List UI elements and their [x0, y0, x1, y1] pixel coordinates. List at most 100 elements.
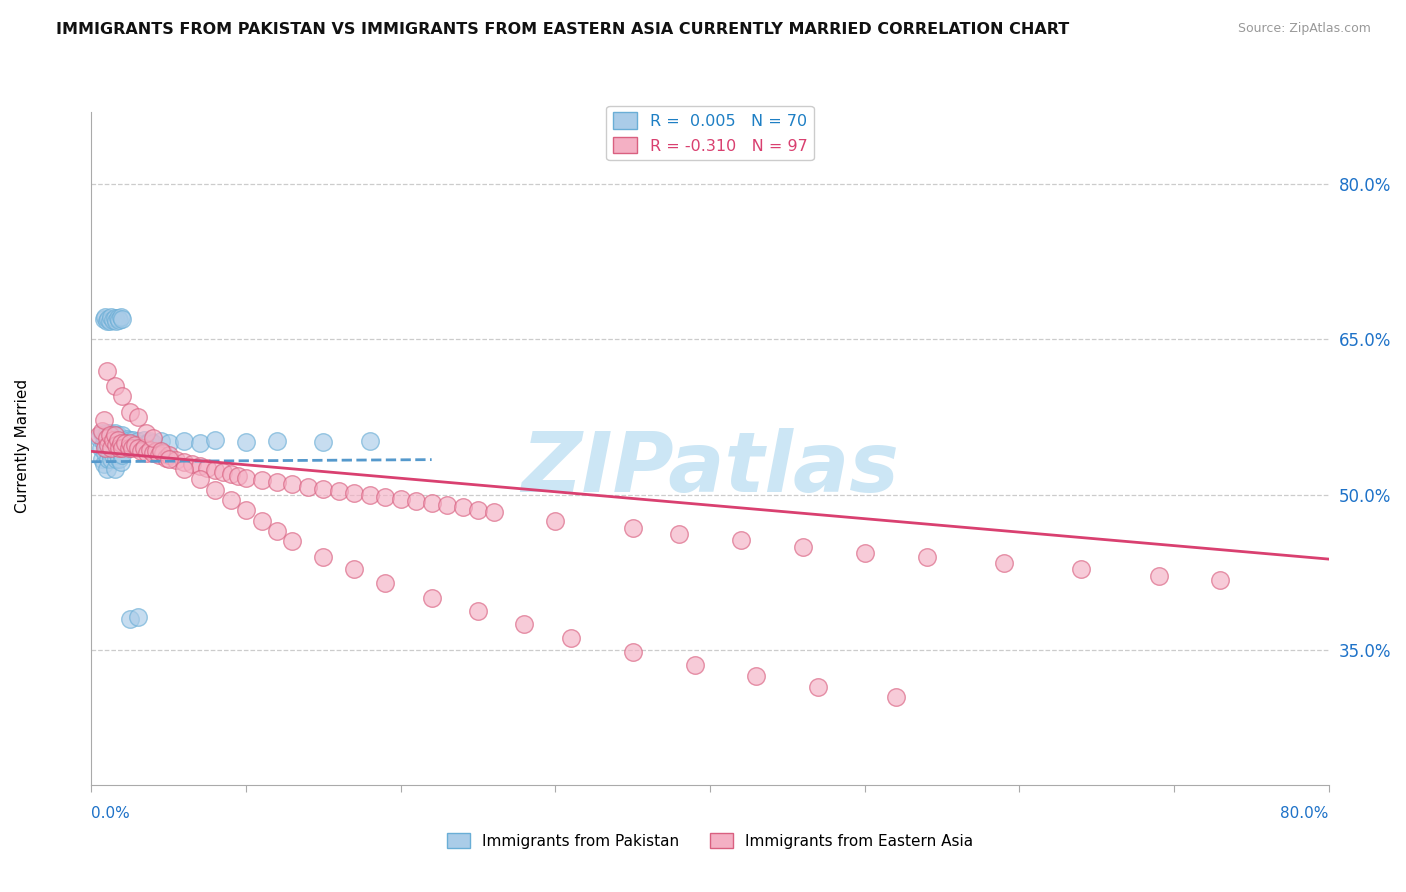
Point: [219, 467, 242, 482]
Point: [266, 434, 288, 448]
Point: [91, 425, 114, 440]
Point: [121, 437, 143, 451]
Point: [104, 379, 127, 393]
Point: [110, 434, 132, 448]
Point: [96, 425, 118, 440]
Point: [1070, 562, 1092, 576]
Point: [132, 441, 155, 455]
Point: [136, 436, 159, 450]
Point: [93, 413, 115, 427]
Point: [142, 446, 165, 460]
Point: [110, 455, 132, 469]
Point: [343, 562, 366, 576]
Point: [235, 435, 257, 450]
Point: [204, 483, 226, 497]
Text: 80.0%: 80.0%: [1281, 806, 1329, 821]
Point: [91, 424, 114, 438]
Point: [98, 314, 121, 328]
Point: [108, 441, 131, 455]
Point: [993, 556, 1015, 570]
Point: [97, 311, 120, 326]
Point: [235, 503, 257, 517]
Point: [87, 431, 111, 445]
Point: [745, 669, 768, 683]
Point: [100, 431, 122, 445]
Point: [105, 438, 128, 452]
Point: [420, 591, 443, 606]
Point: [297, 479, 319, 493]
Point: [112, 434, 135, 448]
Point: [1209, 573, 1232, 587]
Text: Currently Married: Currently Married: [15, 379, 30, 513]
Point: [87, 427, 111, 442]
Point: [114, 436, 136, 450]
Point: [96, 314, 118, 328]
Point: [374, 576, 396, 591]
Point: [150, 444, 172, 458]
Point: [97, 451, 120, 466]
Point: [915, 549, 938, 564]
Point: [155, 450, 177, 465]
Point: [101, 312, 124, 326]
Point: [136, 446, 159, 460]
Point: [129, 444, 152, 458]
Point: [195, 461, 219, 475]
Point: [98, 446, 121, 460]
Point: [104, 310, 127, 325]
Point: [107, 449, 129, 463]
Point: [152, 446, 174, 460]
Point: [94, 310, 117, 324]
Point: [115, 432, 138, 446]
Point: [451, 500, 474, 515]
Point: [120, 405, 141, 419]
Point: [107, 310, 129, 325]
Point: [139, 443, 162, 458]
Point: [96, 462, 118, 476]
Point: [120, 436, 141, 450]
Point: [104, 462, 127, 476]
Point: [127, 441, 149, 455]
Point: [1147, 568, 1170, 582]
Point: [730, 533, 752, 548]
Point: [359, 434, 381, 448]
Point: [281, 534, 304, 549]
Text: 0.0%: 0.0%: [91, 806, 131, 821]
Point: [235, 471, 257, 485]
Point: [250, 514, 273, 528]
Point: [312, 549, 335, 564]
Point: [389, 491, 412, 506]
Point: [145, 444, 167, 458]
Point: [111, 441, 134, 455]
Point: [104, 427, 127, 442]
Point: [139, 434, 162, 448]
Point: [93, 436, 115, 450]
Point: [513, 617, 536, 632]
Point: [135, 425, 157, 440]
Point: [204, 433, 226, 447]
Point: [91, 451, 114, 466]
Point: [374, 490, 396, 504]
Point: [121, 441, 143, 455]
Point: [228, 469, 250, 483]
Point: [107, 427, 129, 442]
Point: [101, 433, 124, 447]
Point: [111, 449, 134, 463]
Text: ZIPatlas: ZIPatlas: [522, 428, 898, 509]
Point: [467, 503, 489, 517]
Point: [211, 465, 233, 479]
Text: Source: ZipAtlas.com: Source: ZipAtlas.com: [1237, 22, 1371, 36]
Point: [621, 521, 644, 535]
Point: [93, 311, 115, 326]
Point: [312, 435, 335, 450]
Point: [884, 690, 907, 704]
Point: [180, 457, 202, 471]
Point: [96, 363, 118, 377]
Text: IMMIGRANTS FROM PAKISTAN VS IMMIGRANTS FROM EASTERN ASIA CURRENTLY MARRIED CORRE: IMMIGRANTS FROM PAKISTAN VS IMMIGRANTS F…: [56, 22, 1070, 37]
Point: [312, 482, 335, 496]
Point: [97, 438, 120, 452]
Point: [120, 433, 141, 447]
Point: [166, 452, 188, 467]
Point: [104, 441, 127, 455]
Point: [108, 451, 131, 466]
Point: [101, 449, 124, 463]
